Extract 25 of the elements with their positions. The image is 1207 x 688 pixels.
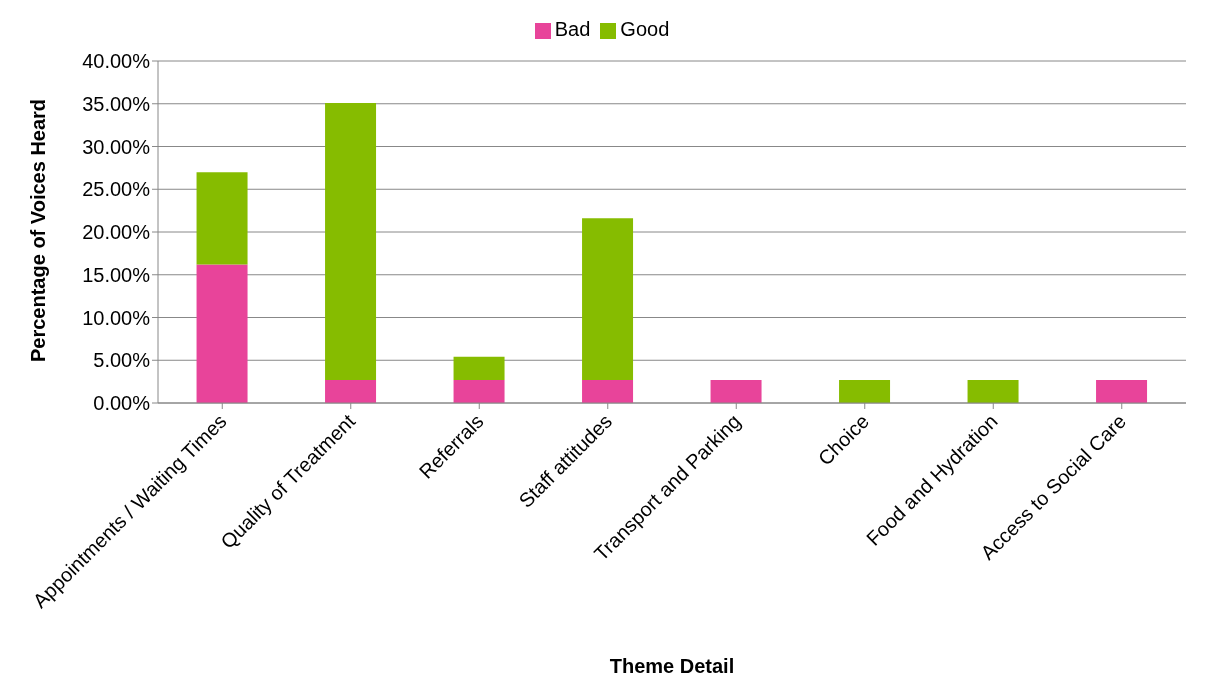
y-tick-label: 40.00%	[82, 50, 151, 73]
bar	[453, 379, 505, 403]
legend-label: Good	[620, 18, 670, 40]
y-tick-label: 10.00%	[82, 306, 151, 329]
bar	[325, 379, 377, 403]
y-tick-label: 35.00%	[82, 92, 151, 115]
bar	[196, 264, 248, 403]
x-axis-title: Theme Detail	[609, 655, 735, 677]
y-tick-label: 5.00%	[93, 349, 151, 372]
bar	[967, 379, 1019, 403]
bar	[582, 218, 634, 380]
bar	[1096, 379, 1148, 403]
bar	[325, 102, 377, 380]
y-tick-label: 25.00%	[82, 178, 151, 201]
y-tick-label: 15.00%	[82, 263, 151, 286]
bar	[582, 379, 634, 403]
legend-label: Bad	[554, 18, 591, 40]
y-axis-title: Percentage of Voices Heard	[27, 98, 50, 362]
y-tick-label: 30.00%	[82, 135, 151, 158]
y-tick-label: 0.00%	[93, 392, 151, 415]
bar	[710, 379, 762, 403]
bar	[839, 379, 891, 403]
bar	[196, 172, 248, 265]
bar	[453, 356, 505, 380]
y-tick-label: 20.00%	[82, 221, 151, 244]
